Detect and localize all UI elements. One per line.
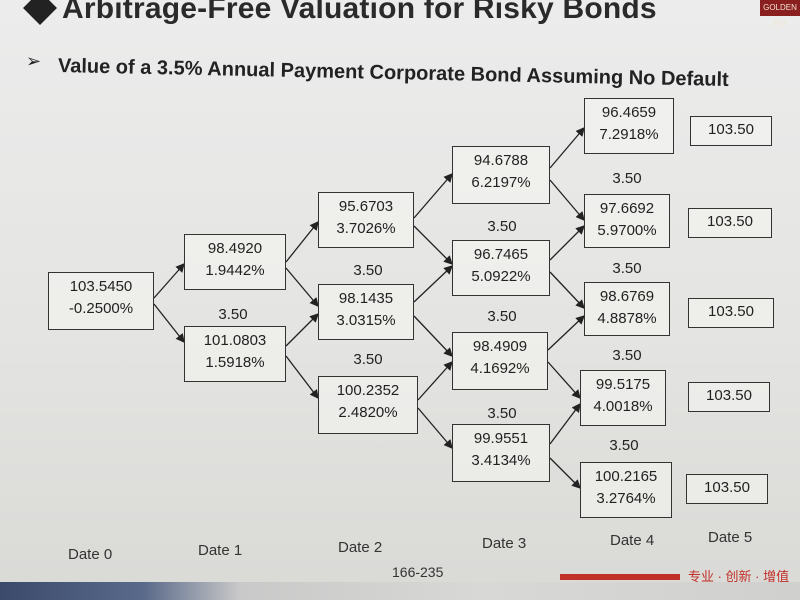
tree-node-date3-b: 96.7465 5.0922% bbox=[452, 240, 550, 296]
logo-badge: GOLDEN FU bbox=[760, 0, 800, 28]
node-value: 99.9551 bbox=[473, 430, 529, 447]
date-label-3: Date 3 bbox=[482, 535, 527, 552]
node-rate: 4.1692% bbox=[470, 360, 530, 377]
edge-d3d-d4e bbox=[549, 457, 581, 489]
node-rate: 1.9442% bbox=[205, 262, 265, 279]
node-value: 103.5450 bbox=[69, 278, 133, 295]
edge-d0-d1u bbox=[153, 263, 185, 299]
edge-d1u-d2a bbox=[285, 220, 319, 263]
node-rate: 3.2764% bbox=[596, 490, 656, 507]
coupon-label: 3.50 bbox=[612, 260, 642, 277]
edge-d2b-d3b bbox=[413, 265, 453, 303]
edge-d2b-d3c bbox=[413, 315, 453, 357]
tree-node-date0: 103.5450 -0.2500% bbox=[48, 272, 154, 330]
coupon-label: 3.50 bbox=[612, 347, 642, 364]
node-rate: 4.0018% bbox=[593, 398, 653, 415]
edge-d2a-d3b bbox=[413, 225, 453, 265]
tree-node-date3-a: 94.6788 6.2197% bbox=[452, 146, 550, 204]
final-payoff-4: 103.50 bbox=[688, 382, 770, 412]
slide-header: Arbitrage-Free Valuation for Risky Bonds bbox=[0, 0, 800, 42]
node-rate: 5.0922% bbox=[471, 268, 531, 285]
date-label-4: Date 4 bbox=[610, 532, 655, 549]
node-rate: 3.7026% bbox=[336, 220, 396, 237]
tree-node-date3-d: 99.9551 3.4134% bbox=[452, 424, 550, 482]
edge-d3c-d4d bbox=[547, 361, 581, 399]
coupon-label: 3.50 bbox=[487, 308, 517, 325]
tree-node-date2-c: 100.2352 2.4820% bbox=[318, 376, 418, 434]
tree-node-date4-b: 97.6692 5.9700% bbox=[584, 194, 670, 248]
tree-node-date2-b: 98.1435 3.0315% bbox=[318, 284, 414, 340]
edge-d1d-d2c bbox=[285, 355, 319, 400]
final-payoff-2: 103.50 bbox=[688, 208, 772, 238]
node-value: 100.2352 bbox=[336, 382, 400, 399]
node-value: 98.4909 bbox=[472, 338, 528, 355]
edge-d2a-d3a bbox=[413, 173, 453, 219]
node-value: 99.5175 bbox=[595, 376, 651, 393]
coupon-label: 3.50 bbox=[487, 218, 517, 235]
node-rate: -0.2500% bbox=[68, 300, 134, 317]
date-label-1: Date 1 bbox=[198, 542, 243, 559]
coupon-label: 3.50 bbox=[609, 437, 639, 454]
node-value: 98.1435 bbox=[338, 290, 394, 307]
edge-d3a-d4a bbox=[549, 127, 585, 169]
final-payoff-5: 103.50 bbox=[686, 474, 768, 504]
node-rate: 3.0315% bbox=[336, 312, 396, 329]
node-value: 95.6703 bbox=[338, 198, 394, 215]
edge-d2c-d3c bbox=[417, 361, 453, 401]
node-value: 98.4920 bbox=[207, 240, 263, 257]
tree-node-date2-a: 95.6703 3.7026% bbox=[318, 192, 414, 248]
edge-d3a-d4b bbox=[549, 179, 585, 221]
page-number: 166-235 bbox=[392, 564, 444, 580]
tree-node-date4-c: 98.6769 4.8878% bbox=[584, 282, 670, 336]
footer-bar bbox=[0, 582, 800, 600]
footer-tagline: 专业 · 创新 · 增值 bbox=[688, 569, 790, 584]
edge-d3d-d4d bbox=[549, 402, 581, 445]
node-rate: 6.2197% bbox=[471, 174, 531, 191]
tree-node-date1-up: 98.4920 1.9442% bbox=[184, 234, 286, 290]
node-rate: 7.2918% bbox=[599, 126, 659, 143]
node-rate: 2.4820% bbox=[338, 404, 398, 421]
node-rate: 5.9700% bbox=[597, 222, 657, 239]
tree-node-date1-down: 101.0803 1.5918% bbox=[184, 326, 286, 382]
tree-node-date4-e: 100.2165 3.2764% bbox=[580, 462, 672, 518]
date-label-2: Date 2 bbox=[338, 539, 383, 556]
coupon-label: 3.50 bbox=[218, 306, 248, 323]
edge-d1u-d2b bbox=[285, 267, 319, 307]
slide-title: Arbitrage-Free Valuation for Risky Bonds bbox=[62, 0, 657, 25]
footer-accent-bar bbox=[560, 574, 680, 580]
date-label-0: Date 0 bbox=[68, 546, 113, 563]
coupon-label: 3.50 bbox=[353, 262, 383, 279]
edge-d3c-d4c bbox=[547, 315, 585, 351]
edge-d3b-d4c bbox=[549, 271, 585, 309]
tree-node-date3-c: 98.4909 4.1692% bbox=[452, 332, 548, 390]
node-value: 94.6788 bbox=[473, 152, 529, 169]
arrow-bullet-icon: ➢ bbox=[26, 51, 42, 71]
coupon-label: 3.50 bbox=[353, 351, 383, 368]
edge-d3b-d4b bbox=[549, 225, 585, 261]
date-label-5: Date 5 bbox=[708, 529, 753, 546]
node-value: 98.6769 bbox=[599, 288, 655, 305]
final-payoff-1: 103.50 bbox=[690, 116, 772, 146]
edge-d0-d1d bbox=[153, 303, 185, 344]
node-value: 100.2165 bbox=[594, 468, 658, 485]
node-rate: 3.4134% bbox=[471, 452, 531, 469]
edge-d1d-d2b bbox=[285, 313, 319, 347]
node-rate: 1.5918% bbox=[205, 354, 265, 371]
node-value: 96.4659 bbox=[601, 104, 657, 121]
coupon-label: 3.50 bbox=[612, 170, 642, 187]
final-payoff-3: 103.50 bbox=[688, 298, 774, 328]
node-value: 96.7465 bbox=[473, 246, 529, 263]
edge-d2c-d3d bbox=[417, 407, 453, 449]
node-rate: 4.8878% bbox=[597, 310, 657, 327]
tree-node-date4-a: 96.4659 7.2918% bbox=[584, 98, 674, 154]
tree-node-date4-d: 99.5175 4.0018% bbox=[580, 370, 666, 426]
node-value: 97.6692 bbox=[599, 200, 655, 217]
coupon-label: 3.50 bbox=[487, 405, 517, 422]
node-value: 101.0803 bbox=[203, 332, 267, 349]
